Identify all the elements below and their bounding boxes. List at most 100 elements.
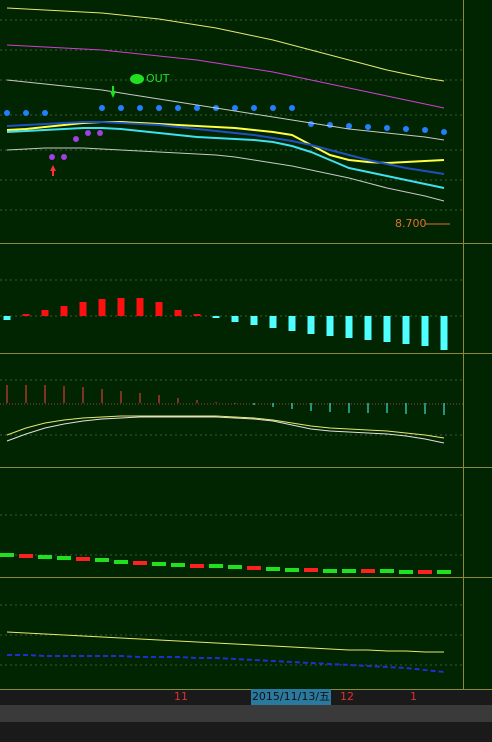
bar — [421, 316, 429, 346]
bar — [440, 316, 448, 350]
bar — [155, 302, 163, 316]
line — [6, 79, 445, 141]
bar — [133, 561, 147, 565]
x-tick-label: 12 — [340, 690, 354, 703]
dot — [289, 105, 295, 111]
line — [6, 147, 445, 202]
bar — [234, 403, 236, 404]
dot — [270, 105, 276, 111]
scrollbar — [0, 705, 492, 722]
bar — [117, 298, 125, 316]
bar — [402, 316, 410, 344]
bar — [399, 570, 413, 574]
line — [6, 631, 444, 653]
markers — [49, 74, 450, 225]
bar — [95, 558, 109, 562]
bar — [215, 402, 217, 403]
bar — [329, 403, 331, 412]
dot — [327, 122, 333, 128]
dot — [118, 105, 124, 111]
line — [6, 127, 445, 189]
dot — [422, 127, 428, 133]
dot — [232, 105, 238, 111]
bar — [44, 385, 46, 403]
bar — [6, 385, 8, 403]
line — [6, 44, 445, 109]
bar — [345, 316, 353, 338]
bar — [364, 316, 372, 340]
separators — [0, 0, 492, 690]
bar — [443, 403, 445, 415]
x-tick-label: 2015/11/13/五 — [252, 690, 330, 703]
bar — [25, 385, 27, 403]
dot — [175, 105, 181, 111]
bar — [193, 314, 201, 316]
bar — [323, 569, 337, 573]
bar — [177, 398, 179, 403]
bar — [41, 310, 49, 316]
bar — [152, 562, 166, 566]
line — [6, 416, 445, 444]
bar — [228, 565, 242, 569]
bar — [304, 568, 318, 572]
bar — [101, 389, 103, 403]
dot — [308, 121, 314, 127]
bar — [348, 403, 350, 413]
bar — [285, 568, 299, 572]
bar — [63, 386, 65, 403]
dot — [23, 110, 29, 116]
bar — [57, 556, 71, 560]
line — [6, 121, 445, 175]
bar — [310, 403, 312, 411]
bar — [38, 555, 52, 559]
line — [6, 7, 445, 82]
bar — [190, 564, 204, 568]
dot — [365, 124, 371, 130]
bar — [114, 560, 128, 564]
dot — [137, 105, 143, 111]
bar — [253, 403, 255, 405]
date-highlight — [251, 689, 331, 705]
bar — [342, 569, 356, 573]
dot — [251, 105, 257, 111]
bar — [266, 567, 280, 571]
bar — [380, 569, 394, 573]
signal-label: OUT — [146, 72, 170, 85]
bar — [60, 306, 68, 316]
bar — [247, 566, 261, 570]
line — [6, 415, 445, 439]
dot — [441, 129, 447, 135]
x-tick-label: 11 — [174, 690, 188, 703]
bar — [19, 554, 33, 558]
bar — [209, 564, 223, 568]
bar — [250, 316, 258, 325]
bar — [437, 570, 451, 574]
dot — [194, 105, 200, 111]
bar — [361, 569, 375, 573]
bar — [405, 403, 407, 414]
bar — [288, 316, 296, 331]
bar — [212, 316, 220, 318]
line — [7, 654, 445, 673]
bar — [136, 298, 144, 316]
dot — [403, 126, 409, 132]
x-tick-label: 1 — [410, 690, 417, 703]
plot-background — [0, 0, 492, 690]
bar — [158, 395, 160, 403]
bar — [196, 400, 198, 403]
grid — [0, 19, 463, 666]
bar — [98, 299, 106, 316]
bar — [3, 316, 11, 320]
dot — [346, 123, 352, 129]
bar — [291, 403, 293, 409]
bar — [307, 316, 315, 334]
bar — [22, 314, 30, 316]
dot — [99, 105, 105, 111]
bar — [269, 316, 277, 328]
bar — [272, 403, 274, 407]
bar — [386, 403, 388, 413]
bar — [0, 553, 14, 557]
dot — [42, 110, 48, 116]
bar — [424, 403, 426, 414]
